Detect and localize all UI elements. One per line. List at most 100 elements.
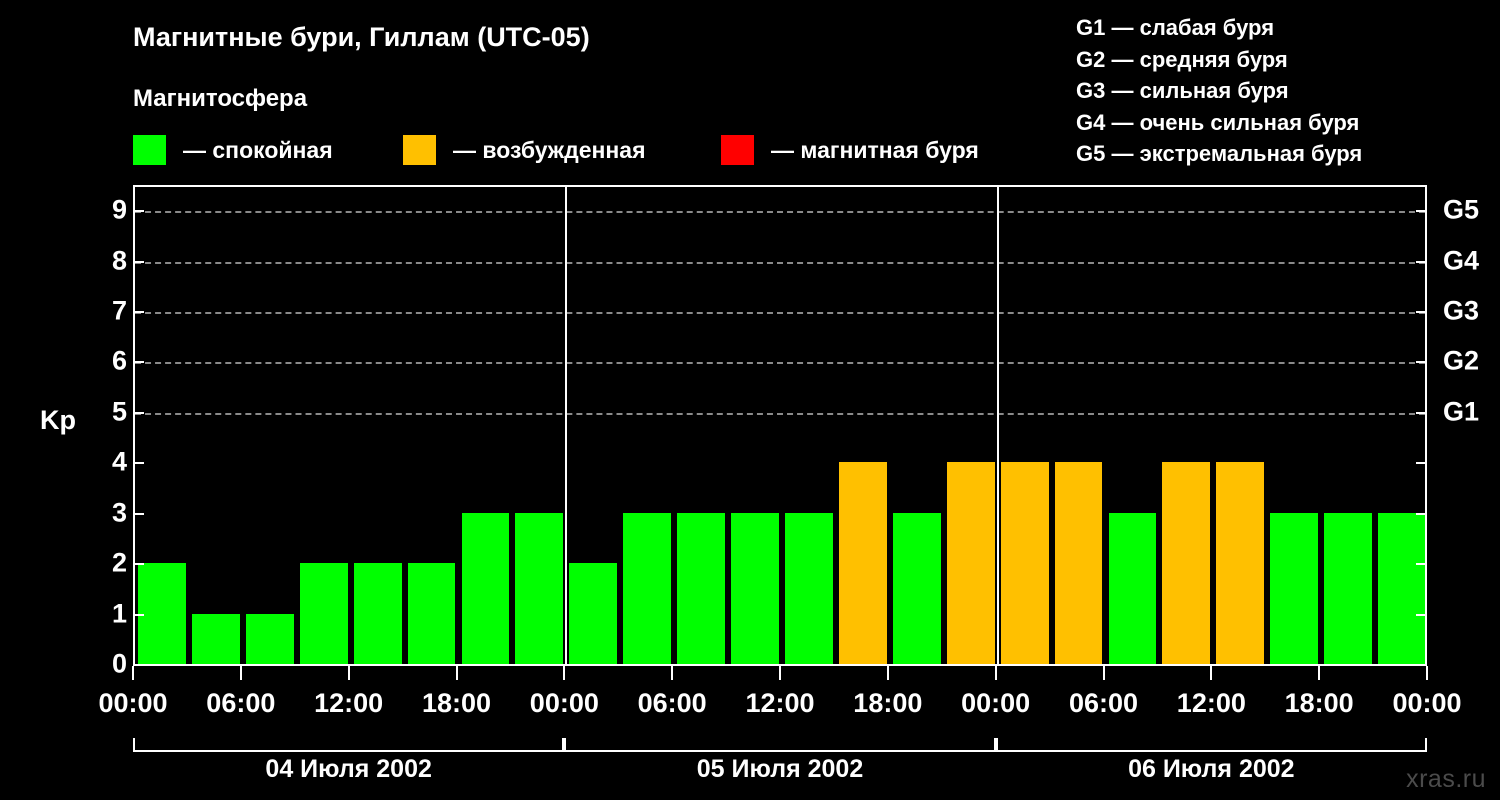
gridline-kp-8: [135, 261, 1425, 264]
magnetosphere-label: Магнитосфера: [133, 85, 308, 112]
g-legend-code-g3: G3: [1076, 78, 1106, 103]
g-legend-row-g2: G2 — средняя буря: [1058, 44, 1478, 76]
bar: [838, 462, 887, 664]
y-tick-label-4: 4: [111, 446, 127, 477]
y-tick-label-5: 5: [111, 396, 127, 427]
x-tick-mark: [1102, 666, 1105, 680]
g-axis-label-g5: G5: [1443, 194, 1480, 225]
bar: [892, 512, 941, 664]
x-tick-mark: [1318, 666, 1321, 680]
right-tick-mark-3: [1416, 512, 1427, 515]
y-tick-mark-3: [133, 512, 144, 515]
bar: [569, 563, 618, 664]
bar: [1324, 512, 1373, 664]
y-tick-label-8: 8: [111, 245, 127, 276]
bar: [1162, 462, 1211, 664]
y-tick-mark-8: [133, 260, 144, 263]
right-tick-mark-1: [1416, 613, 1427, 616]
x-tick-mark: [1426, 666, 1428, 680]
legend-swatch-excited: [403, 135, 436, 165]
x-tick-label: 06:00: [637, 688, 707, 718]
plot-area: [133, 185, 1427, 666]
bar: [191, 613, 240, 664]
bar: [461, 512, 510, 664]
day-label: 06 Июля 2002: [1128, 755, 1295, 783]
y-tick-label-0: 0: [111, 648, 127, 679]
legend-entry-calm: — спокойная: [133, 133, 333, 167]
x-tick-label: 00:00: [529, 688, 599, 718]
gridline-kp-9: [135, 211, 1425, 214]
legend-label-excited: — возбужденная: [453, 136, 646, 163]
day-divider: [996, 187, 999, 664]
bar: [1216, 462, 1265, 664]
color-legend: — спокойная — возбужденная — магнитная бур…: [133, 133, 1053, 167]
x-tick-label: 06:00: [1068, 688, 1139, 718]
right-tick-mark-2: [1416, 563, 1427, 566]
g-axis-label-g4: G4: [1443, 245, 1480, 276]
right-tick-mark-7: [1416, 311, 1427, 314]
g-legend-text-g2: — средняя буря: [1105, 46, 1288, 72]
legend-entry-excited: — возбужденная: [403, 133, 646, 167]
day-label: 04 Июля 2002: [265, 755, 432, 783]
bar: [1054, 462, 1103, 664]
plot-inner: [135, 187, 1425, 664]
bar: [245, 613, 294, 664]
x-tick-mark: [779, 666, 781, 680]
right-tick-mark-4: [1416, 462, 1427, 465]
day-divider: [565, 187, 568, 664]
bar: [1270, 512, 1319, 664]
x-tick-mark: [1210, 666, 1213, 680]
day-bracket: [564, 738, 996, 752]
x-tick-label: 18:00: [853, 688, 923, 718]
bar: [785, 512, 833, 664]
y-tick-label-6: 6: [111, 345, 127, 376]
x-tick-label: 18:00: [421, 688, 492, 718]
bar: [353, 563, 402, 664]
g-legend-row-g5: G5 — экстремальная буря: [1058, 138, 1478, 170]
x-tick-label: 00:00: [98, 688, 168, 718]
legend-entry-storm: — магнитная буря: [721, 133, 979, 167]
x-tick-mark: [347, 666, 350, 680]
bar: [299, 563, 348, 664]
g-legend-text-g1: — слабая буря: [1105, 15, 1275, 40]
x-tick-mark: [671, 666, 674, 680]
y-tick-mark-0: [133, 664, 144, 666]
x-tick-mark: [994, 666, 997, 680]
y-tick-mark-4: [133, 462, 144, 465]
y-axis-ticks: 0 1 2 3 4 5 6 7 8 9: [57, 185, 127, 679]
x-tick-label: 18:00: [1284, 688, 1354, 718]
gridline-kp-5: [135, 412, 1425, 415]
x-tick-label: 00:00: [1392, 688, 1462, 718]
x-tick-mark: [239, 666, 242, 680]
g-legend-text-g3: — сильная буря: [1105, 78, 1289, 103]
g-axis-label-g3: G3: [1443, 295, 1480, 326]
y-tick-mark-6: [133, 361, 144, 364]
y-tick-mark-1: [133, 613, 144, 616]
gridline-kp-6: [135, 362, 1425, 365]
page-title: Магнитные бури, Гиллам (UTC-05): [133, 22, 590, 52]
y-tick-mark-9: [133, 210, 144, 213]
g-axis-label-g1: G1: [1443, 396, 1480, 427]
g-legend-code-g4: G4: [1076, 109, 1106, 135]
bar: [731, 512, 779, 664]
g-scale-legend: G1 — слабая буря G2 — средняя буря G3 — си…: [1058, 12, 1478, 170]
bar: [138, 563, 186, 664]
y-tick-mark-7: [133, 311, 144, 314]
y-tick-label-3: 3: [111, 497, 127, 528]
bar: [677, 512, 726, 664]
g-legend-row-g1: G1 — слабая буря: [1058, 12, 1478, 44]
right-tick-mark-5: [1416, 411, 1427, 414]
x-tick-label: 12:00: [745, 688, 815, 718]
y-axis-label: Kp: [40, 405, 76, 435]
bar: [407, 563, 456, 664]
x-tick-label: 00:00: [961, 688, 1031, 718]
day-label: 05 Июля 2002: [696, 755, 864, 783]
bar: [1000, 462, 1049, 664]
x-tick-label: 12:00: [1176, 688, 1246, 718]
g-legend-code-g5: G5: [1076, 141, 1106, 166]
g-legend-code-g2: G2: [1076, 46, 1106, 72]
x-tick-label: 06:00: [206, 688, 276, 718]
g-legend-code-g1: G1: [1076, 15, 1106, 40]
legend-label-calm: — спокойная: [183, 136, 333, 163]
x-tick-mark: [455, 666, 458, 680]
